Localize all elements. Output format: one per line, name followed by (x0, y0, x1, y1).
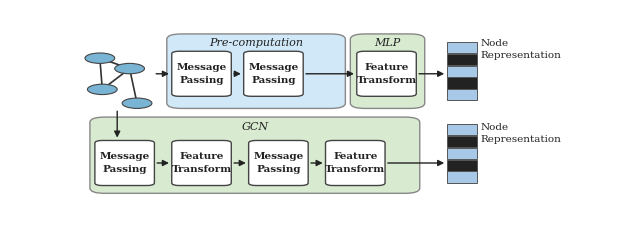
FancyBboxPatch shape (172, 51, 231, 96)
Bar (447, 148, 477, 159)
Text: Feature
Transform: Feature Transform (356, 63, 417, 85)
FancyBboxPatch shape (350, 34, 425, 108)
Text: Message
Passing: Message Passing (253, 152, 303, 174)
FancyBboxPatch shape (249, 140, 308, 186)
FancyBboxPatch shape (172, 140, 231, 186)
Circle shape (85, 53, 115, 63)
FancyBboxPatch shape (167, 34, 346, 108)
Bar (447, 124, 477, 135)
FancyBboxPatch shape (356, 51, 416, 96)
FancyBboxPatch shape (244, 51, 303, 96)
Bar (447, 66, 477, 77)
Text: Message
Passing: Message Passing (99, 152, 150, 174)
Bar (447, 136, 477, 147)
Bar (447, 160, 477, 171)
Circle shape (115, 63, 145, 74)
Circle shape (88, 84, 117, 94)
Bar (447, 171, 477, 182)
Bar (447, 42, 477, 53)
Text: Feature
Transform: Feature Transform (172, 152, 232, 174)
Text: MLP: MLP (374, 38, 401, 48)
Bar (447, 77, 477, 88)
Text: Node
Representation: Node Representation (481, 124, 562, 144)
FancyBboxPatch shape (326, 140, 385, 186)
Text: Message
Passing: Message Passing (248, 63, 299, 85)
Bar (447, 54, 477, 65)
Text: Pre-computation: Pre-computation (209, 38, 303, 48)
Text: Node
Representation: Node Representation (481, 39, 562, 60)
FancyBboxPatch shape (95, 140, 154, 186)
Text: Feature
Transform: Feature Transform (325, 152, 385, 174)
Text: GCN: GCN (241, 122, 269, 132)
FancyBboxPatch shape (90, 117, 420, 193)
Circle shape (122, 98, 152, 108)
Text: Message
Passing: Message Passing (177, 63, 227, 85)
Bar (447, 89, 477, 100)
